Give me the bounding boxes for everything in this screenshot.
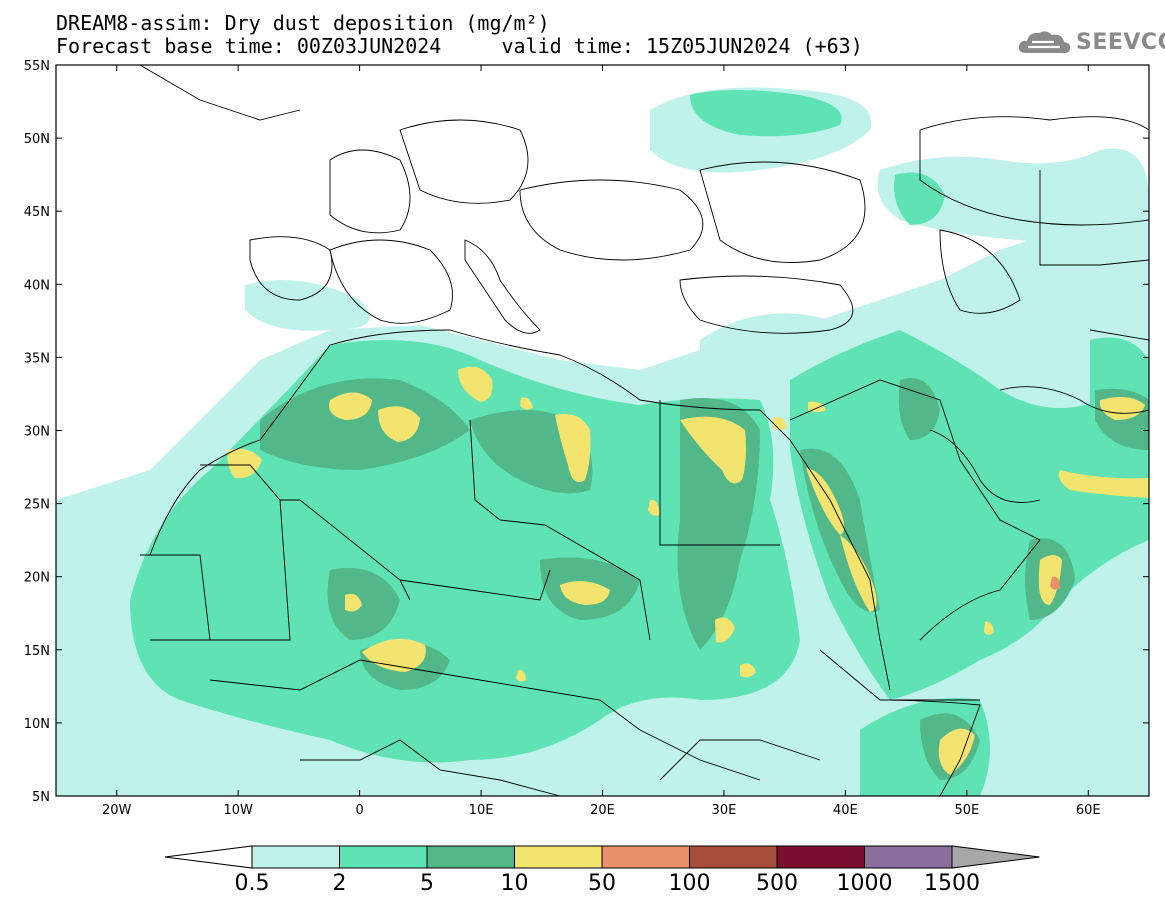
lon-label: 0 [355, 803, 363, 818]
country-borders [56, 65, 1149, 796]
lon-label: 30E [712, 803, 737, 818]
colorbar-swatch [251, 845, 340, 869]
colorbar-label: 2 [333, 871, 347, 896]
colorbar-label: 0.5 [235, 871, 270, 896]
colorbar-label: 500 [756, 871, 798, 896]
lat-label: 45N [24, 205, 50, 220]
cloud-icon [1018, 31, 1071, 54]
seevccc-logo: SEEVCCC [1016, 22, 1165, 62]
lat-label: 30N [24, 425, 50, 440]
map-canvas [56, 65, 1149, 796]
colorbar-swatch [339, 845, 428, 869]
colorbar-label: 50 [588, 871, 616, 896]
colorbar-label: 1500 [924, 871, 980, 896]
lon-label: 20E [590, 803, 615, 818]
colorbar-label: 100 [669, 871, 711, 896]
colorbar-swatch [426, 845, 515, 869]
colorbar: 0.5 2 5 10 50 100 500 1000 1500 [164, 845, 1040, 896]
lat-label: 35N [24, 351, 50, 366]
longitude-axis: 20W 10W 0 10E 20E 30E 40E 50E 60E [102, 65, 1101, 818]
lat-label: 55N [24, 59, 50, 74]
lat-label: 15N [24, 644, 50, 659]
lon-label: 50E [954, 803, 979, 818]
forecast-time-line: Forecast base time: 00Z03JUN2024 valid t… [56, 34, 863, 58]
lat-label: 25N [24, 498, 50, 513]
colorbar-swatch [864, 845, 953, 869]
latitude-axis: 55N 50N 45N 40N 35N 30N 25N 20N 15N 10N 5N [24, 59, 1149, 805]
lat-label: 5N [32, 790, 50, 805]
lat-label: 50N [24, 132, 50, 147]
lon-label: 60E [1076, 803, 1101, 818]
dust-contour-50 [1050, 576, 1060, 590]
colorbar-swatch [689, 845, 778, 869]
colorbar-label: 10 [501, 871, 529, 896]
lon-label: 10W [223, 803, 253, 818]
lon-label: 10E [469, 803, 494, 818]
colorbar-under-arrow [164, 845, 253, 869]
lat-label: 10N [24, 717, 50, 732]
lon-label: 40E [833, 803, 858, 818]
colorbar-over-arrow [951, 845, 1040, 869]
colorbar-label: 1000 [837, 871, 893, 896]
dust-contour-10 [227, 366, 1149, 775]
map-title: DREAM8-assim: Dry dust deposition (mg/m²… [56, 11, 550, 35]
logo-text: SEEVCCC [1076, 29, 1165, 55]
lat-label: 40N [24, 278, 50, 293]
colorbar-label: 5 [420, 871, 434, 896]
lon-label: 20W [102, 803, 132, 818]
colorbar-swatch [601, 845, 690, 869]
colorbar-swatch [514, 845, 603, 869]
colorbar-swatch [776, 845, 865, 869]
lat-label: 20N [24, 571, 50, 586]
